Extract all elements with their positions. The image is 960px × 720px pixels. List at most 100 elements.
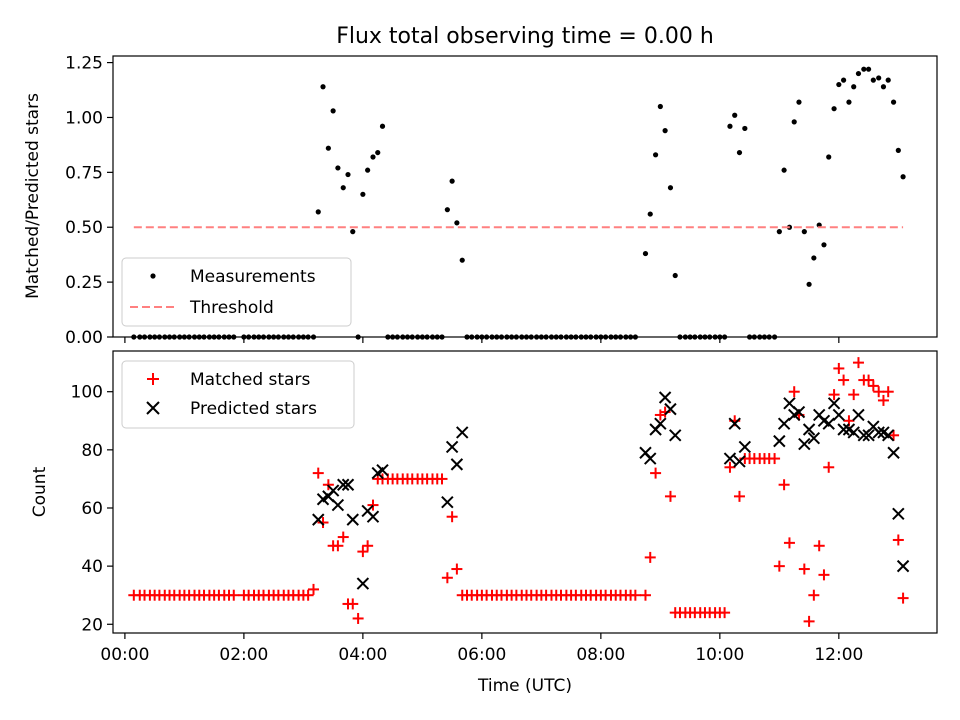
- matched-stars-point: [877, 394, 889, 406]
- matched-stars-point: [352, 612, 364, 624]
- predicted-stars-point: [862, 429, 875, 442]
- measurement-point: [459, 257, 465, 263]
- count-y-tick-label: 80: [81, 441, 103, 461]
- matched-stars-point: [312, 467, 324, 479]
- measurement-point: [900, 174, 906, 180]
- matched-stars-point: [823, 461, 835, 473]
- measurement-point: [375, 149, 381, 156]
- matched-stars-point: [852, 357, 864, 369]
- matched-stars-point: [228, 589, 240, 601]
- matched-stars-point: [897, 592, 909, 604]
- measurement-point: [652, 152, 659, 158]
- predicted-stars-point: [664, 402, 677, 416]
- matched-stars-point: [838, 374, 850, 386]
- measurement-point: [315, 209, 321, 215]
- legend-threshold-label: Threshold: [189, 298, 274, 318]
- matched-stars-point: [639, 589, 651, 601]
- matched-stars-point: [719, 607, 731, 619]
- predicted-stars-point: [669, 429, 682, 442]
- predicted-stars-point: [882, 429, 895, 442]
- measurement-point: [776, 229, 782, 235]
- chart-title: Flux total observing time = 0.00 h: [336, 24, 714, 49]
- measurement-point: [831, 106, 837, 112]
- predicted-stars-point: [312, 513, 325, 526]
- measurement-point: [320, 84, 326, 90]
- matched-stars-point: [882, 386, 894, 398]
- measurement-point: [880, 84, 887, 90]
- measurement-point: [895, 147, 901, 153]
- matched-stars-point: [441, 572, 453, 584]
- measurement-point: [672, 272, 678, 279]
- measurement-point: [454, 220, 460, 226]
- measurement-point: [667, 185, 674, 191]
- matched-stars-point: [773, 560, 785, 572]
- matched-stars-point: [873, 386, 885, 398]
- measurement-point: [865, 66, 872, 72]
- measurement-point: [335, 165, 341, 171]
- measurement-point: [870, 77, 876, 83]
- count-y-tick-label: 60: [81, 499, 103, 519]
- predicted-stars-point: [644, 452, 657, 465]
- predicted-stars-point: [738, 440, 752, 454]
- measurement-point: [836, 81, 842, 88]
- measurement-point: [449, 178, 455, 184]
- predicted-stars-point: [441, 495, 454, 509]
- matched-stars-point: [436, 473, 448, 485]
- matched-stars-point: [818, 569, 830, 581]
- ratio-y-axis-label: Matched/Predicted stars: [23, 93, 43, 299]
- matched-stars-point: [357, 546, 369, 558]
- measurement-point: [796, 99, 802, 105]
- ratio-x-axis: [124, 337, 840, 343]
- predicted-stars-point: [356, 577, 370, 590]
- predicted-stars-point: [773, 434, 786, 448]
- measurement-point: [662, 128, 668, 134]
- ratio-y-tick-label: 0.00: [65, 328, 103, 348]
- measurement-point: [647, 211, 653, 217]
- measurement-point: [861, 66, 867, 72]
- measurement-point: [379, 123, 386, 129]
- matched-stars-point: [347, 598, 359, 610]
- predicted-stars-point: [450, 458, 464, 471]
- matched-stars-point: [778, 479, 790, 491]
- predicted-stars-point: [798, 437, 811, 451]
- count-x-axis: 00:00 02:00 04:00 06:00 08:00 10:00 12:00: [100, 633, 863, 665]
- measurement-point: [360, 191, 366, 197]
- ratio-y-axis: 0.00 0.25 0.50 0.75 1.00 1.25: [65, 54, 113, 348]
- measurement-point: [727, 123, 733, 129]
- predicted-stars-point: [723, 452, 737, 465]
- predicted-stars-point: [658, 391, 672, 404]
- predicted-stars-point: [896, 559, 910, 573]
- measurement-point: [846, 99, 852, 105]
- count-y-tick-label: 20: [81, 615, 103, 635]
- ratio-y-tick-label: 0.50: [65, 218, 103, 238]
- measurement-point: [855, 70, 862, 77]
- legend-matched-marker: [147, 373, 159, 385]
- measurement-point: [840, 77, 847, 83]
- ratio-y-tick-label: 1.00: [65, 108, 103, 128]
- legend-predicted-marker: [146, 401, 160, 415]
- count-panel: 20 40 60 80 100 00:00 02:00 04:00 06:00 08:00 10:…: [30, 350, 938, 696]
- matched-stars-point: [451, 563, 463, 575]
- count-y-axis: 20 40 60 80 100: [71, 383, 113, 635]
- count-plot-frame: [112, 350, 938, 634]
- predicted-stars-point: [346, 513, 359, 526]
- predicted-stars-point: [326, 484, 340, 497]
- predicted-stars-point: [777, 417, 791, 430]
- x-tick-label: 06:00: [457, 645, 506, 665]
- matched-stars-point: [362, 540, 374, 552]
- matched-stars-point: [892, 534, 904, 546]
- count-legend: Matched stars Predicted stars: [121, 360, 355, 429]
- count-y-tick-label: 100: [71, 383, 103, 403]
- predicted-stars-point: [456, 426, 469, 439]
- predicted-stars-point: [837, 423, 850, 436]
- predicted-stars-point: [892, 507, 905, 521]
- count-legend-box: [121, 360, 355, 429]
- x-tick-label: 00:00: [100, 645, 149, 665]
- predicted-stars-point: [733, 455, 746, 468]
- predicted-stars-point: [366, 510, 380, 523]
- predicted-stars-point: [832, 408, 846, 422]
- measurement-point: [781, 167, 787, 173]
- matched-stars-point: [888, 429, 900, 441]
- x-tick-label: 08:00: [576, 645, 625, 665]
- matched-stars-point: [650, 467, 662, 479]
